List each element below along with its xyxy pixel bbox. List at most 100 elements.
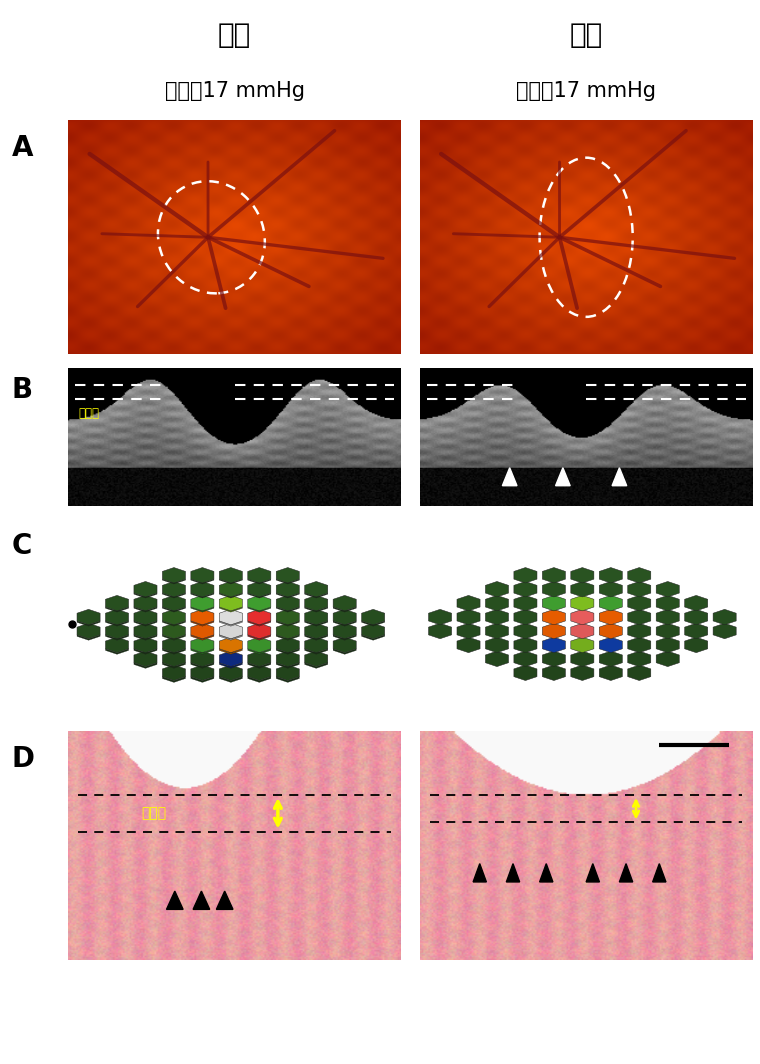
Polygon shape xyxy=(134,606,157,612)
Polygon shape xyxy=(106,635,128,641)
Polygon shape xyxy=(362,610,385,625)
Polygon shape xyxy=(362,624,385,638)
Polygon shape xyxy=(362,621,385,627)
Polygon shape xyxy=(486,637,508,652)
Polygon shape xyxy=(628,637,651,652)
Polygon shape xyxy=(543,596,565,611)
Polygon shape xyxy=(502,468,517,485)
Polygon shape xyxy=(571,582,594,597)
Polygon shape xyxy=(220,677,242,682)
Polygon shape xyxy=(134,624,157,638)
Polygon shape xyxy=(220,635,242,641)
Polygon shape xyxy=(220,624,242,638)
Polygon shape xyxy=(276,567,299,583)
Text: B: B xyxy=(11,377,33,404)
Polygon shape xyxy=(685,596,708,611)
Polygon shape xyxy=(571,651,594,666)
Polygon shape xyxy=(134,582,157,597)
Polygon shape xyxy=(276,649,299,654)
Text: 右眼: 右眼 xyxy=(218,21,252,49)
Polygon shape xyxy=(628,665,651,681)
Polygon shape xyxy=(514,624,537,638)
Polygon shape xyxy=(191,637,214,652)
Polygon shape xyxy=(163,610,185,625)
Polygon shape xyxy=(248,582,271,597)
Polygon shape xyxy=(134,610,157,625)
Polygon shape xyxy=(429,624,451,638)
Polygon shape xyxy=(600,624,622,638)
Polygon shape xyxy=(163,651,185,666)
Polygon shape xyxy=(656,637,679,652)
Polygon shape xyxy=(305,610,328,625)
Polygon shape xyxy=(248,677,271,682)
Polygon shape xyxy=(600,651,622,666)
Polygon shape xyxy=(77,610,100,625)
Polygon shape xyxy=(191,610,214,625)
Polygon shape xyxy=(543,624,565,638)
Text: 筍状板: 筍状板 xyxy=(141,807,166,820)
Polygon shape xyxy=(514,582,537,597)
Polygon shape xyxy=(457,610,480,625)
Polygon shape xyxy=(248,665,271,681)
Polygon shape xyxy=(220,606,242,612)
Polygon shape xyxy=(163,649,185,654)
Polygon shape xyxy=(220,621,242,627)
Polygon shape xyxy=(571,637,594,652)
Polygon shape xyxy=(333,635,356,641)
Polygon shape xyxy=(656,596,679,611)
Polygon shape xyxy=(600,596,622,611)
Polygon shape xyxy=(333,624,356,638)
Polygon shape xyxy=(276,579,299,584)
Polygon shape xyxy=(713,624,736,638)
Polygon shape xyxy=(163,567,185,583)
Polygon shape xyxy=(514,610,537,625)
Polygon shape xyxy=(248,579,271,584)
Polygon shape xyxy=(514,651,537,666)
Polygon shape xyxy=(106,624,128,638)
Polygon shape xyxy=(685,624,708,638)
Polygon shape xyxy=(191,596,214,611)
Polygon shape xyxy=(600,665,622,681)
Polygon shape xyxy=(486,624,508,638)
Polygon shape xyxy=(457,624,480,638)
Polygon shape xyxy=(600,582,622,597)
Polygon shape xyxy=(220,665,242,681)
Polygon shape xyxy=(571,610,594,625)
Polygon shape xyxy=(305,624,328,638)
Polygon shape xyxy=(248,606,271,612)
Polygon shape xyxy=(571,624,594,638)
Polygon shape xyxy=(77,635,100,641)
Polygon shape xyxy=(163,663,185,668)
Polygon shape xyxy=(305,635,328,641)
Polygon shape xyxy=(220,637,242,652)
Polygon shape xyxy=(220,579,242,584)
Polygon shape xyxy=(656,651,679,666)
Polygon shape xyxy=(134,649,157,654)
Polygon shape xyxy=(685,610,708,625)
Polygon shape xyxy=(191,624,214,638)
Polygon shape xyxy=(106,610,128,625)
Polygon shape xyxy=(276,596,299,611)
Polygon shape xyxy=(248,663,271,668)
Polygon shape xyxy=(571,567,594,583)
Polygon shape xyxy=(333,637,356,652)
Polygon shape xyxy=(163,606,185,612)
Polygon shape xyxy=(514,637,537,652)
Polygon shape xyxy=(248,651,271,666)
Polygon shape xyxy=(276,624,299,638)
Polygon shape xyxy=(305,621,328,627)
Polygon shape xyxy=(77,624,100,638)
Polygon shape xyxy=(333,606,356,612)
Polygon shape xyxy=(543,651,565,666)
Polygon shape xyxy=(305,651,328,666)
Polygon shape xyxy=(619,864,632,882)
Polygon shape xyxy=(166,892,183,910)
Polygon shape xyxy=(191,663,214,668)
Polygon shape xyxy=(248,637,271,652)
Polygon shape xyxy=(305,606,328,612)
Polygon shape xyxy=(106,637,128,652)
Polygon shape xyxy=(134,621,157,627)
Polygon shape xyxy=(163,635,185,641)
Polygon shape xyxy=(713,610,736,625)
Polygon shape xyxy=(543,665,565,681)
